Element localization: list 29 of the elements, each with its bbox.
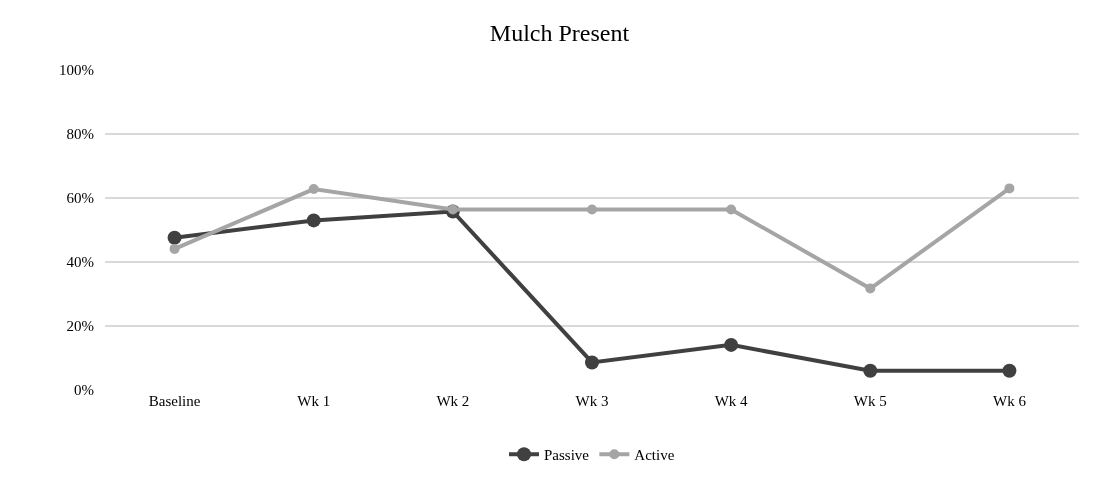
point bbox=[167, 230, 182, 245]
legend-label: Passive bbox=[544, 447, 590, 464]
y-tick-label: 100% bbox=[59, 62, 94, 79]
point bbox=[1004, 183, 1015, 194]
y-tick-label: 80% bbox=[66, 126, 94, 143]
point bbox=[169, 243, 180, 254]
x-tick-label: Wk 2 bbox=[436, 393, 470, 409]
point bbox=[863, 363, 878, 378]
y-tick-label: 0% bbox=[74, 382, 94, 399]
point bbox=[585, 355, 599, 370]
point bbox=[865, 283, 876, 294]
point bbox=[1002, 363, 1017, 378]
x-tick-label: Wk 4 bbox=[714, 393, 749, 409]
chart-title: Mulch Present bbox=[489, 19, 630, 46]
x-tick-label: Baseline bbox=[148, 393, 201, 409]
point bbox=[726, 204, 737, 215]
y-tick-label: 60% bbox=[66, 190, 94, 207]
y-tick-label: 40% bbox=[66, 254, 94, 271]
legend-label: Active bbox=[634, 447, 675, 464]
point bbox=[308, 184, 319, 195]
x-tick-label: Wk 1 bbox=[297, 393, 331, 409]
point bbox=[724, 337, 739, 352]
x-tick-label: Wk 6 bbox=[992, 393, 1027, 409]
x-tick-label: Wk 3 bbox=[575, 393, 609, 409]
point bbox=[306, 213, 321, 228]
y-tick-label: 20% bbox=[66, 318, 94, 335]
x-tick-label: Wk 5 bbox=[853, 393, 887, 409]
point bbox=[447, 204, 458, 215]
point bbox=[587, 204, 597, 215]
